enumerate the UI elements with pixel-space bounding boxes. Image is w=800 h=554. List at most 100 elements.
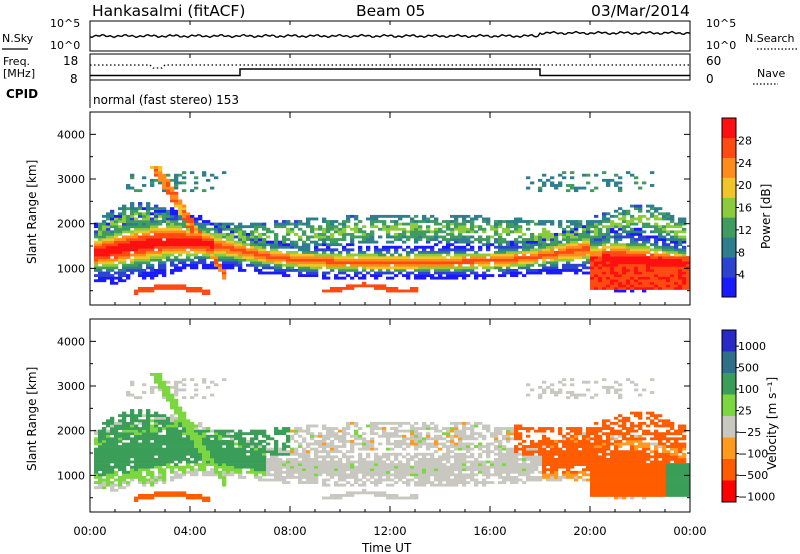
power-cell [166,189,171,193]
power-cell [554,250,559,254]
power-cell [314,274,319,277]
power-cell [282,238,287,241]
velocity-cell [106,429,111,433]
velocity-cell [230,445,235,448]
velocity-cell [358,457,363,461]
velocity-cell [178,465,183,469]
velocity-cell [170,414,175,418]
power-cell [178,253,183,257]
velocity-cell [226,470,231,474]
power-cell [302,230,307,234]
power-cell [118,207,123,211]
velocity-cell [94,450,99,454]
velocity-cell [174,380,179,384]
power-cell [674,245,679,249]
power-cell [378,271,383,275]
power-cell [562,253,567,257]
velocity-cell [170,429,175,433]
power-cell [514,263,519,267]
power-cell [622,256,627,259]
power-cell [578,220,583,223]
velocity-cell [426,452,431,456]
velocity-cell [418,463,423,466]
velocity-cell [298,463,303,466]
power-cell [470,268,475,272]
power-cell [130,263,135,267]
velocity-cell [330,432,335,436]
power-cell [430,258,435,262]
velocity-cell [110,450,115,454]
velocity-cell [422,478,427,482]
power-cell [514,227,519,231]
velocity-cell [110,447,115,451]
power-cell [238,253,243,257]
power-cell [418,258,423,262]
power-cell [198,243,203,247]
power-cell [130,214,135,218]
power-cell [370,214,375,218]
power-cell [626,230,631,234]
power-cell [642,258,647,262]
power-cell [418,263,423,267]
power-cell [114,214,119,218]
power-cell [494,238,499,241]
power-cell [402,248,407,252]
velocity-cell [450,442,455,446]
power-cell [618,225,623,229]
power-cell [294,256,299,259]
velocity-cell [322,434,327,438]
velocity-cell [106,445,111,448]
power-cell [346,284,351,288]
velocity-cell [398,470,403,474]
power-cell [142,214,147,218]
power-cell [270,261,275,265]
power-cell [226,222,231,226]
velocity-cell [390,447,395,451]
power-cell [290,263,295,267]
power-cell [362,268,367,272]
velocity-cell [186,496,191,500]
power-cell [366,238,371,241]
velocity-cell [174,388,179,392]
velocity-cell [350,460,355,464]
power-cell [470,271,475,275]
power-cell [550,181,555,185]
velocity-cell [158,375,163,379]
power-cell [650,266,655,270]
velocity-cell [338,439,343,443]
power-cell [114,245,119,249]
power-cell [386,276,391,280]
power-cell [94,250,99,254]
velocity-cell [298,429,303,433]
velocity-cell [262,463,267,466]
velocity-cell [114,478,119,482]
velocity-cell [434,475,439,479]
power-cell [458,261,463,265]
power-cell [346,274,351,277]
velocity-cell [430,460,435,464]
power-cell [542,184,547,187]
power-cell [118,250,123,254]
power-cell [334,238,339,241]
velocity-cell [194,445,199,448]
power-cell [210,173,215,177]
velocity-cell [198,463,203,466]
velocity-cell [154,419,159,423]
power-cell [298,266,303,270]
power-cell [590,238,595,241]
power-cell [322,253,327,257]
power-cell [158,178,163,182]
power-cell [262,266,267,270]
power-cell [170,194,175,198]
power-cell [162,227,167,231]
velocity-cell [202,468,207,472]
power-cell [630,204,635,208]
velocity-cell [358,468,363,472]
power-cell [298,263,303,267]
velocity-cell [222,450,227,454]
power-cell [202,225,207,229]
velocity-cell [214,473,219,477]
velocity-cell [206,499,211,502]
power-cell [378,235,383,239]
velocity-cell [342,437,347,441]
